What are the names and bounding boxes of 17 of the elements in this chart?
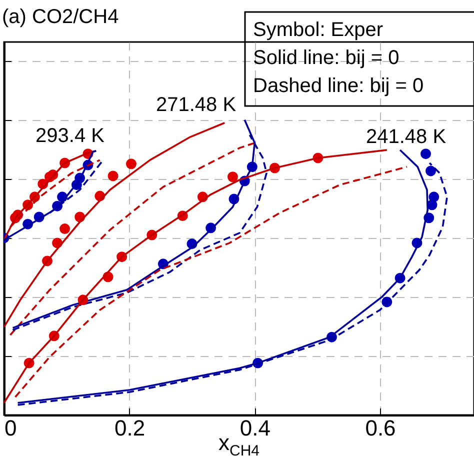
point <box>426 166 436 176</box>
chart-title: (a) CO2/CH4 <box>2 6 119 28</box>
text: Dashed line: bij = 0 <box>253 75 424 97</box>
point <box>126 158 136 170</box>
point <box>420 148 431 160</box>
text: Solid line: bij = 0 <box>253 47 400 69</box>
x-tick-label: 0.2 <box>114 416 146 440</box>
text: Symbol: Exper <box>253 19 384 41</box>
x-tick-label: 0.6 <box>365 416 396 440</box>
x-tick-label: 0 <box>4 416 17 440</box>
annotation: 241.48 K <box>366 126 447 148</box>
point <box>60 224 70 234</box>
point <box>227 172 238 182</box>
point <box>428 192 440 202</box>
text: 271.48 K <box>156 94 237 116</box>
point <box>108 170 118 182</box>
annotation: 293.4 K <box>36 125 106 147</box>
